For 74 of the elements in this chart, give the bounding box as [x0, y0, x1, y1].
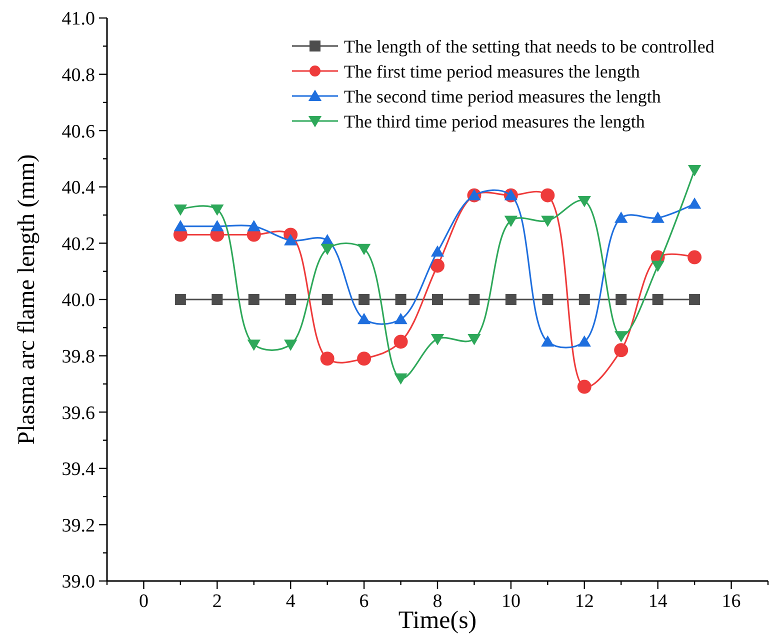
- point: [430, 258, 444, 273]
- point: [614, 331, 628, 342]
- point: [540, 188, 555, 202]
- point: [430, 245, 444, 257]
- point: [212, 294, 223, 305]
- point: [651, 212, 664, 223]
- point: [174, 294, 186, 305]
- point: [689, 294, 700, 305]
- legend-label: The length of the setting that needs to be controlled: [344, 36, 714, 56]
- point: [284, 340, 298, 351]
- y-axis-title: Plasma arc flame length (mm): [14, 154, 40, 445]
- x-tick-label: 10: [501, 591, 520, 612]
- point: [430, 334, 444, 346]
- point: [210, 204, 224, 216]
- x-tick-label: 2: [212, 591, 222, 612]
- y-tick-label: 40.0: [62, 290, 95, 312]
- point: [614, 343, 628, 358]
- point: [468, 294, 480, 305]
- y-tick-label: 40.2: [62, 234, 95, 255]
- point: [394, 373, 408, 385]
- x-tick-label: 16: [722, 591, 741, 612]
- point: [541, 335, 554, 347]
- point: [247, 220, 260, 232]
- x-tick-label: 6: [359, 591, 369, 612]
- point: [210, 220, 224, 232]
- point: [614, 212, 628, 223]
- point: [174, 220, 188, 232]
- point: [578, 335, 591, 347]
- y-tick-label: 40.8: [62, 64, 95, 86]
- point: [320, 244, 334, 256]
- y-tick-label: 39.2: [62, 515, 95, 536]
- point: [394, 312, 408, 324]
- point: [505, 294, 516, 305]
- legend-label: The first time period measures the length: [344, 61, 640, 82]
- point: [651, 260, 664, 272]
- point: [357, 312, 371, 324]
- point: [688, 165, 702, 176]
- y-tick-label: 41.0: [62, 8, 95, 30]
- point: [616, 294, 627, 305]
- x-tick-label: 4: [286, 591, 296, 612]
- point: [578, 196, 591, 208]
- x-tick-label: 0: [138, 591, 148, 612]
- y-tick-label: 40.4: [62, 178, 96, 199]
- point: [394, 334, 408, 349]
- y-tick-label: 39.6: [62, 402, 95, 424]
- y-tick-label: 40.6: [62, 121, 95, 142]
- point: [652, 294, 664, 305]
- point: [542, 294, 554, 305]
- point: [357, 244, 371, 256]
- point: [432, 294, 443, 305]
- point: [358, 294, 370, 305]
- point: [577, 380, 592, 394]
- point: [504, 216, 518, 228]
- legend-label: The third time period measures the length: [344, 111, 645, 132]
- y-tick-label: 39.0: [62, 572, 95, 593]
- legend-label: The second time period measures the length: [344, 86, 661, 106]
- point: [322, 294, 333, 305]
- point: [357, 352, 372, 366]
- point: [468, 334, 481, 346]
- point: [578, 294, 590, 305]
- y-tick-label: 39.8: [62, 346, 95, 368]
- point: [688, 250, 702, 264]
- point: [320, 352, 334, 366]
- point: [688, 197, 702, 209]
- point: [174, 204, 188, 216]
- point: [541, 216, 554, 228]
- point: [247, 340, 260, 351]
- x-tick-label: 12: [574, 591, 594, 612]
- point: [395, 294, 406, 305]
- x-tick-label: 14: [648, 591, 668, 612]
- point: [248, 294, 260, 305]
- point: [285, 294, 296, 305]
- point: [284, 234, 298, 246]
- y-tick-label: 39.4: [62, 459, 96, 480]
